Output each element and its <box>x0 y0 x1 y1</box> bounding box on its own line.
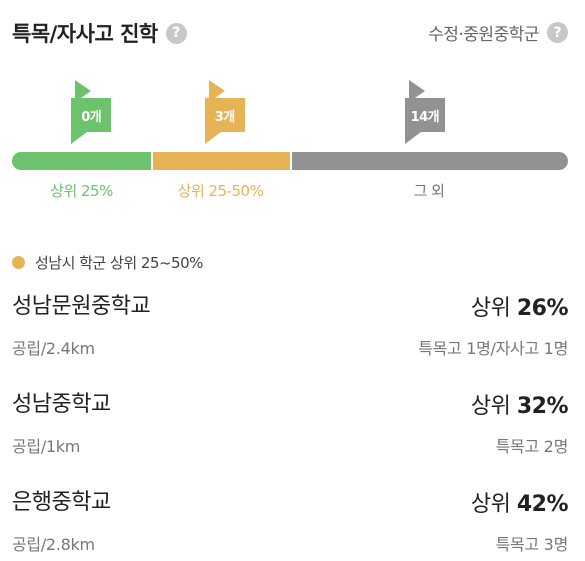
segment-range-label: 그 외 <box>413 182 445 200</box>
school-admission-stat: 특목고 2명 <box>495 437 569 456</box>
school-rank: 상위 42% <box>470 492 569 517</box>
school-rank: 상위 32% <box>470 394 569 419</box>
help-icon[interactable]: ? <box>547 22 568 43</box>
count-flag: 0개 <box>64 80 114 146</box>
school-rank: 상위 26% <box>470 296 569 321</box>
bar-segment <box>290 152 568 170</box>
school-type-distance: 공립/2.4km <box>12 339 95 358</box>
bar-segment <box>12 152 151 170</box>
school-list: 성남문원중학교 상위 26% 공립/2.4km 특목고 1명/자사고 1명 성남… <box>12 288 569 561</box>
school-name: 성남문원중학교 <box>12 294 151 319</box>
flag-count-label: 0개 <box>81 109 102 125</box>
flag-count-label: 14개 <box>410 109 440 125</box>
school-district-link[interactable]: 수정·중원중학군 ? <box>428 20 568 45</box>
school-row[interactable]: 성남중학교 상위 32% 공립/1km 특목고 2명 <box>12 386 569 484</box>
distribution-track <box>12 152 568 170</box>
bar-segment <box>151 152 290 170</box>
school-admission-stat: 특목고 3명 <box>495 535 569 554</box>
segment-range-label: 상위 25-50% <box>177 182 264 200</box>
section-title: 특목/자사고 진학 <box>12 22 158 46</box>
flag-icon <box>204 80 245 144</box>
school-row[interactable]: 은행중학교 상위 42% 공립/2.8km 특목고 3명 <box>12 484 569 561</box>
section-header: 특목/자사고 진학 ? 수정·중원중학군 ? <box>12 18 568 52</box>
count-flag: 3개 <box>198 80 248 146</box>
school-name: 은행중학교 <box>12 490 111 515</box>
school-admission-stat: 특목고 1명/자사고 1명 <box>418 339 568 358</box>
distribution-bar-area: 0개 3개 14개 상위 25% 상위 25-50% 그 외 <box>12 80 568 205</box>
title-group: 특목/자사고 진학 ? <box>12 18 187 48</box>
school-type-distance: 공립/1km <box>12 437 81 456</box>
school-type-distance: 공립/2.8km <box>12 535 95 554</box>
school-district-label[interactable]: 수정·중원중학군 <box>428 25 539 45</box>
flag-count-label: 3개 <box>214 109 236 125</box>
legend-text: 성남시 학군 상위 25~50% <box>35 254 203 272</box>
legend: 성남시 학군 상위 25~50% <box>12 252 203 273</box>
school-row[interactable]: 성남문원중학교 상위 26% 공립/2.4km 특목고 1명/자사고 1명 <box>12 288 569 386</box>
flag-icon <box>404 80 445 144</box>
help-icon[interactable]: ? <box>165 22 187 44</box>
flag-icon <box>71 80 112 144</box>
segment-range-label: 상위 25% <box>50 182 113 200</box>
school-name: 성남중학교 <box>12 392 111 417</box>
legend-dot <box>12 256 25 269</box>
count-flag: 14개 <box>398 80 448 146</box>
